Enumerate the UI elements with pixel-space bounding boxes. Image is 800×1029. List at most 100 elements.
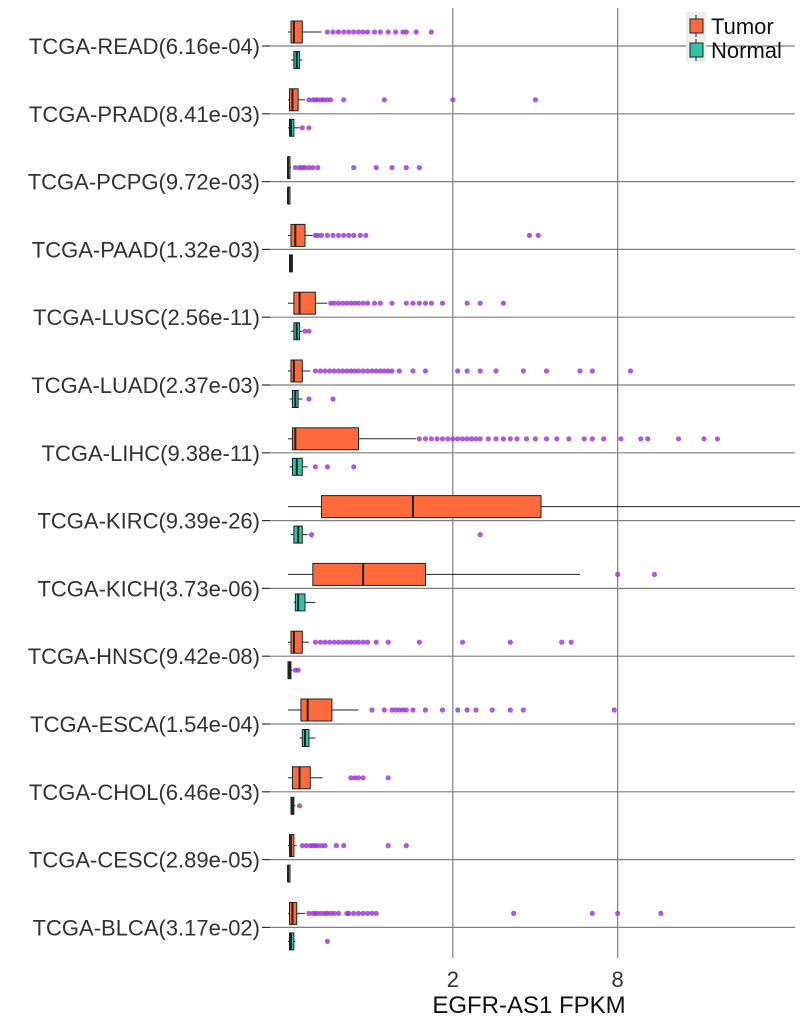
tumor-outlier-point — [410, 707, 416, 713]
tumor-outlier-point — [340, 300, 346, 306]
tumor-outlier-point — [335, 368, 342, 374]
tumor-outlier-point — [341, 232, 347, 238]
tumor-outlier-point — [302, 165, 308, 171]
normal-outlier-point — [295, 667, 301, 673]
tumor-outlier-point — [346, 232, 352, 238]
legend-label-tumor: Tumor — [711, 14, 774, 39]
tumor-box-rect — [290, 630, 303, 654]
tumor-outlier-point — [322, 639, 328, 645]
tumor-outlier-point — [385, 843, 391, 849]
tumor-outlier-point — [381, 368, 387, 374]
tumor-outlier-point — [369, 910, 375, 917]
tumor-outlier-point — [330, 29, 336, 35]
legend-key-normal — [689, 42, 704, 58]
tumor-outlier-point — [389, 707, 395, 713]
tumor-outlier-point — [577, 368, 583, 374]
tumor-outlier-point — [601, 436, 607, 442]
x-tick-label: 8 — [612, 967, 624, 992]
tumor-outlier-point — [507, 436, 513, 442]
x-tick-label: 2 — [447, 967, 459, 992]
tumor-outlier-point — [385, 29, 391, 35]
tumor-outlier-point — [373, 910, 379, 917]
tumor-outlier-point — [651, 571, 658, 578]
tumor-outlier-point — [568, 639, 574, 645]
tumor-outlier-point — [493, 368, 499, 374]
tumor-outlier-point — [477, 368, 483, 374]
tumor-outlier-point — [645, 436, 651, 442]
tumor-outlier-point — [341, 29, 347, 35]
tumor-outlier-point — [377, 368, 383, 374]
tumor-outlier-point — [500, 436, 506, 442]
tumor-outlier-point — [355, 775, 362, 781]
tumor-outlier-point — [500, 300, 506, 306]
tumor-outlier-point — [351, 910, 357, 917]
tumor-outlier-point — [324, 232, 330, 238]
tumor-outlier-point — [355, 29, 362, 35]
tumor-outlier-point — [348, 368, 354, 374]
normal-box — [287, 186, 291, 205]
tumor-outlier-point — [589, 368, 595, 374]
tumor-outlier-point — [363, 232, 369, 238]
tumor-outlier-point — [365, 910, 371, 917]
tumor-outlier-point — [507, 707, 513, 713]
tumor-box — [288, 698, 359, 722]
normal-box — [290, 322, 303, 341]
category-label: TCGA-READ(6.16e-04) — [29, 34, 260, 59]
tumor-outlier-point — [303, 843, 309, 849]
tumor-outlier-point — [701, 436, 707, 442]
category-label: TCGA-KICH(3.73e-06) — [37, 576, 260, 601]
category-label: TCGA-LIHC(9.38e-11) — [42, 441, 260, 466]
tumor-outlier-point — [389, 300, 395, 306]
tumor-outlier-point — [464, 368, 470, 374]
tumor-outlier-point — [360, 639, 366, 645]
category-label: TCGA-CESC(2.89e-05) — [29, 848, 260, 873]
tumor-outlier-point — [416, 436, 422, 442]
tumor-outlier-point — [403, 165, 409, 171]
tumor-outlier-point — [331, 639, 337, 645]
tumor-box — [288, 20, 322, 44]
tumor-outlier-point — [455, 707, 461, 713]
tumor-box-rect — [290, 359, 303, 383]
tumor-outlier-point — [464, 436, 470, 442]
tumor-outlier-point — [315, 232, 321, 238]
tumor-outlier-point — [511, 910, 517, 917]
tumor-outlier-point — [315, 910, 321, 917]
tumor-outlier-point — [352, 368, 358, 374]
tumor-outlier-point — [416, 165, 422, 171]
tumor-outlier-point — [346, 910, 352, 917]
normal-box — [289, 457, 308, 476]
tumor-outlier-point — [373, 639, 379, 645]
normal-outlier-point — [351, 464, 357, 470]
tumor-outlier-point — [360, 29, 366, 35]
tumor-outlier-point — [331, 368, 337, 374]
tumor-box-rect — [288, 88, 299, 112]
tumor-outlier-point — [385, 639, 391, 645]
tumor-outlier-point — [344, 300, 350, 306]
category-label: TCGA-PAAD(1.32e-03) — [32, 237, 260, 262]
tumor-outlier-point — [340, 639, 346, 645]
tumor-outlier-point — [473, 707, 479, 713]
tumor-outlier-point — [520, 707, 526, 713]
tumor-box-rect — [291, 427, 360, 451]
tumor-outlier-point — [514, 436, 520, 442]
normal-outlier-point — [324, 938, 330, 945]
tumor-outlier-point — [351, 165, 357, 171]
tumor-outlier-point — [714, 436, 721, 442]
tumor-outlier-point — [357, 232, 363, 238]
tumor-outlier-point — [348, 775, 354, 781]
tumor-outlier-point — [348, 639, 354, 645]
tumor-outlier-point — [352, 775, 358, 781]
tumor-outlier-point — [355, 910, 362, 917]
tumor-box-rect — [312, 562, 426, 586]
normal-box-rect — [294, 593, 306, 612]
tumor-outlier-point — [403, 29, 409, 35]
tumor-outlier-point — [393, 707, 399, 713]
tumor-outlier-point — [428, 436, 434, 442]
tumor-box — [288, 427, 417, 451]
legend-key-tumor — [689, 18, 704, 34]
tumor-outlier-point — [377, 300, 383, 306]
tumor-outlier-point — [589, 436, 595, 442]
tumor-outlier-point — [532, 436, 538, 442]
tumor-box — [288, 88, 306, 112]
